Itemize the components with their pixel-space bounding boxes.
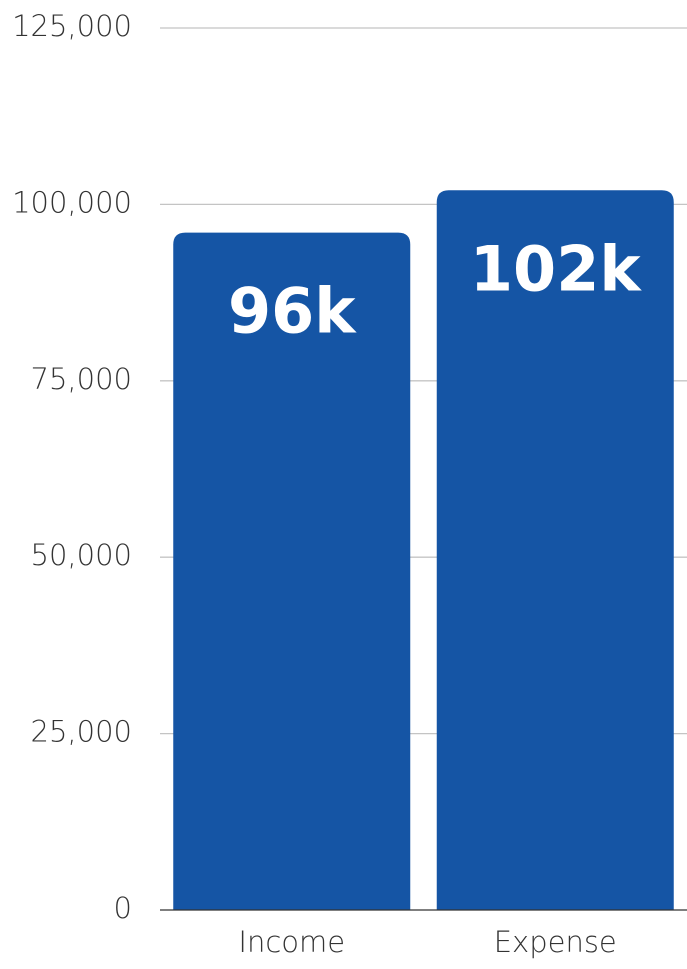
bar-income: [173, 232, 411, 910]
y-tick-label: 0: [114, 891, 132, 925]
y-tick-label: 50,000: [31, 538, 132, 572]
bars: [173, 190, 674, 911]
data-label: 102k: [470, 232, 642, 305]
data-label: 96k: [228, 275, 357, 348]
x-tick-label: Income: [238, 925, 345, 959]
x-axis: Income Expense: [160, 909, 687, 959]
y-tick-label: 125,000: [12, 9, 132, 43]
x-tick-label: Expense: [494, 925, 617, 959]
bar-expense: [436, 190, 674, 911]
data-labels: 96k 102k: [228, 232, 642, 347]
y-axis: 0 25,000 50,000 75,000 100,000 125,000: [12, 9, 132, 925]
y-tick-label: 100,000: [12, 185, 132, 219]
y-tick-label: 75,000: [31, 362, 132, 396]
y-tick-label: 25,000: [31, 715, 132, 749]
